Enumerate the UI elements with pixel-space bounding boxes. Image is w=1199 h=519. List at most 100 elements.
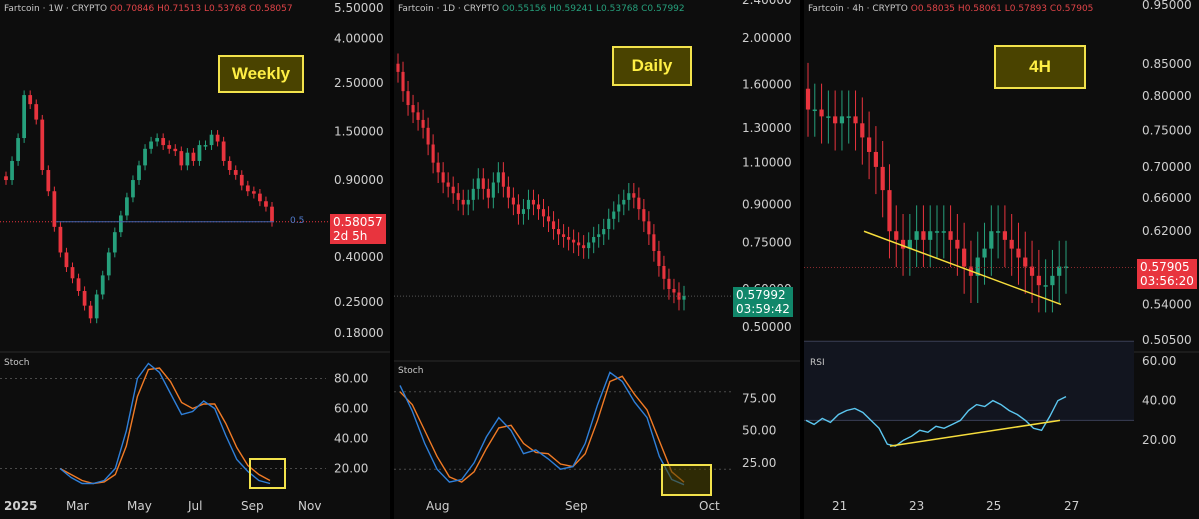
bar-countdown: 03:59:42 xyxy=(736,302,790,316)
candle-body xyxy=(1023,257,1028,267)
indicator-axis-tick: 50.00 xyxy=(742,424,776,438)
price-axis-tick: 0.70000 xyxy=(1142,160,1192,174)
ohlc-open: O0.70846 xyxy=(109,4,155,14)
chart-panel-weekly[interactable]: 5.50000 4.00000 2.50000 1.50000 0.90000 0.400… xyxy=(0,0,390,519)
candle-body xyxy=(40,119,45,171)
stoch-d-line xyxy=(399,375,685,483)
price-axis-tick: 0.85000 xyxy=(1142,57,1192,71)
price-axis-tick: 4.00000 xyxy=(334,31,384,45)
candle-body xyxy=(221,141,226,161)
candle-body xyxy=(203,145,208,147)
candle-body xyxy=(873,151,878,167)
last-price-tag: 0.57905 03:56:20 xyxy=(1137,259,1197,289)
x-axis-label: Aug xyxy=(426,499,450,513)
candle-body xyxy=(471,188,475,200)
candle-body xyxy=(1002,231,1007,240)
indicator-axis-tick: 60.00 xyxy=(1142,354,1176,368)
chart-panel-4h[interactable]: 0.95000 0.85000 0.80000 0.75000 0.70000 0.660… xyxy=(804,0,1199,519)
4h-chart-canvas[interactable]: 0.95000 0.85000 0.80000 0.75000 0.70000 0.660… xyxy=(804,0,1199,519)
price-axis-tick: 0.80000 xyxy=(1142,89,1192,103)
candle-body xyxy=(662,265,666,279)
candle-body xyxy=(989,231,994,249)
bar-countdown: 03:56:20 xyxy=(1140,274,1194,288)
candle-body xyxy=(4,176,8,181)
candle-body xyxy=(805,88,811,110)
ohlc-low: L0.53768 xyxy=(596,4,639,14)
candle-body xyxy=(592,236,596,243)
indicator-axis-tick: 60.00 xyxy=(334,402,368,416)
indicator-name: Stoch xyxy=(398,366,424,376)
candle-body xyxy=(521,209,525,214)
candle-body xyxy=(1036,275,1041,286)
price-axis-tick: 1.30000 xyxy=(742,121,792,135)
candle-body xyxy=(28,95,33,105)
candle-body xyxy=(996,231,1001,233)
daily-chart-canvas[interactable]: 2.40000 2.00000 1.60000 1.30000 1.10000 0.900… xyxy=(394,0,800,519)
ohlc-close: C0.57905 xyxy=(1049,4,1094,14)
price-axis-tick: 0.40000 xyxy=(334,250,384,264)
price-axis-tick: 0.90000 xyxy=(334,173,384,187)
candle-body xyxy=(819,109,824,117)
candle-body xyxy=(602,229,606,235)
candle-body xyxy=(846,116,851,118)
candle-body xyxy=(1029,266,1035,276)
candle-body xyxy=(867,137,872,152)
candle-body xyxy=(466,199,470,205)
x-axis-label: 2025 xyxy=(4,499,38,513)
stoch-d-line xyxy=(59,367,271,485)
indicator-axis-tick: 20.00 xyxy=(334,462,368,476)
candle-body xyxy=(401,71,405,92)
candle-body xyxy=(516,204,520,214)
last-price-tag: 0.58057 2d 5h xyxy=(330,214,386,244)
candle-body xyxy=(131,180,135,198)
candle-body xyxy=(572,239,576,243)
candle-body xyxy=(125,197,129,216)
ohlc-open: O0.55156 xyxy=(501,4,547,14)
ohlc-low: L0.53768 xyxy=(203,4,247,14)
candle-body xyxy=(179,151,184,166)
exchange: CRYPTO xyxy=(463,4,500,14)
timeframe-label-box: Weekly xyxy=(218,55,304,93)
chart-panel-daily[interactable]: 2.40000 2.00000 1.60000 1.30000 1.10000 0.900… xyxy=(394,0,800,519)
candle-body xyxy=(70,267,75,279)
candle-body xyxy=(506,186,510,198)
candle-body xyxy=(551,221,556,230)
rsi-line xyxy=(805,395,1067,447)
rsi-band xyxy=(804,341,1134,421)
indicator-name: RSI xyxy=(810,358,825,368)
candle-body xyxy=(587,242,591,249)
weekly-chart-canvas[interactable]: 5.50000 4.00000 2.50000 1.50000 0.90000 0.400… xyxy=(0,0,390,519)
candle-body xyxy=(167,145,172,149)
last-price-tag: 0.57992 03:59:42 xyxy=(733,287,793,317)
candle-body xyxy=(461,199,465,205)
candle-body xyxy=(22,95,27,139)
candle-body xyxy=(426,127,430,145)
candle-body xyxy=(541,209,546,217)
x-axis-label: 25 xyxy=(986,499,1002,513)
x-axis-label: Jul xyxy=(188,499,203,513)
indicator-name: Stoch xyxy=(4,358,30,368)
price-axis-tick: 0.90000 xyxy=(742,197,792,211)
candle-body xyxy=(567,236,571,240)
price-axis-tick: 0.18000 xyxy=(334,326,384,340)
candle-body xyxy=(647,221,651,235)
candle-body xyxy=(34,104,39,120)
indicator-axis-tick: 40.00 xyxy=(334,432,368,446)
candle-body xyxy=(441,172,445,183)
indicator-axis-tick: 20.00 xyxy=(1142,433,1176,447)
rsi-trendline xyxy=(889,419,1061,447)
candle-body xyxy=(491,182,495,198)
candle-body xyxy=(451,186,455,194)
price-axis-tick: 1.60000 xyxy=(742,78,792,92)
price-axis-tick: 0.50000 xyxy=(742,320,792,334)
candle-body xyxy=(941,231,946,233)
last-price: 0.57992 xyxy=(736,288,786,302)
candle-body xyxy=(557,229,561,235)
candle-body xyxy=(496,172,500,183)
interval: 1D xyxy=(442,4,456,14)
candle-body xyxy=(52,191,57,227)
candle-body xyxy=(106,252,111,276)
indicator-axis-tick: 80.00 xyxy=(334,372,368,386)
candle-body xyxy=(536,204,541,210)
candle-body xyxy=(526,199,531,210)
